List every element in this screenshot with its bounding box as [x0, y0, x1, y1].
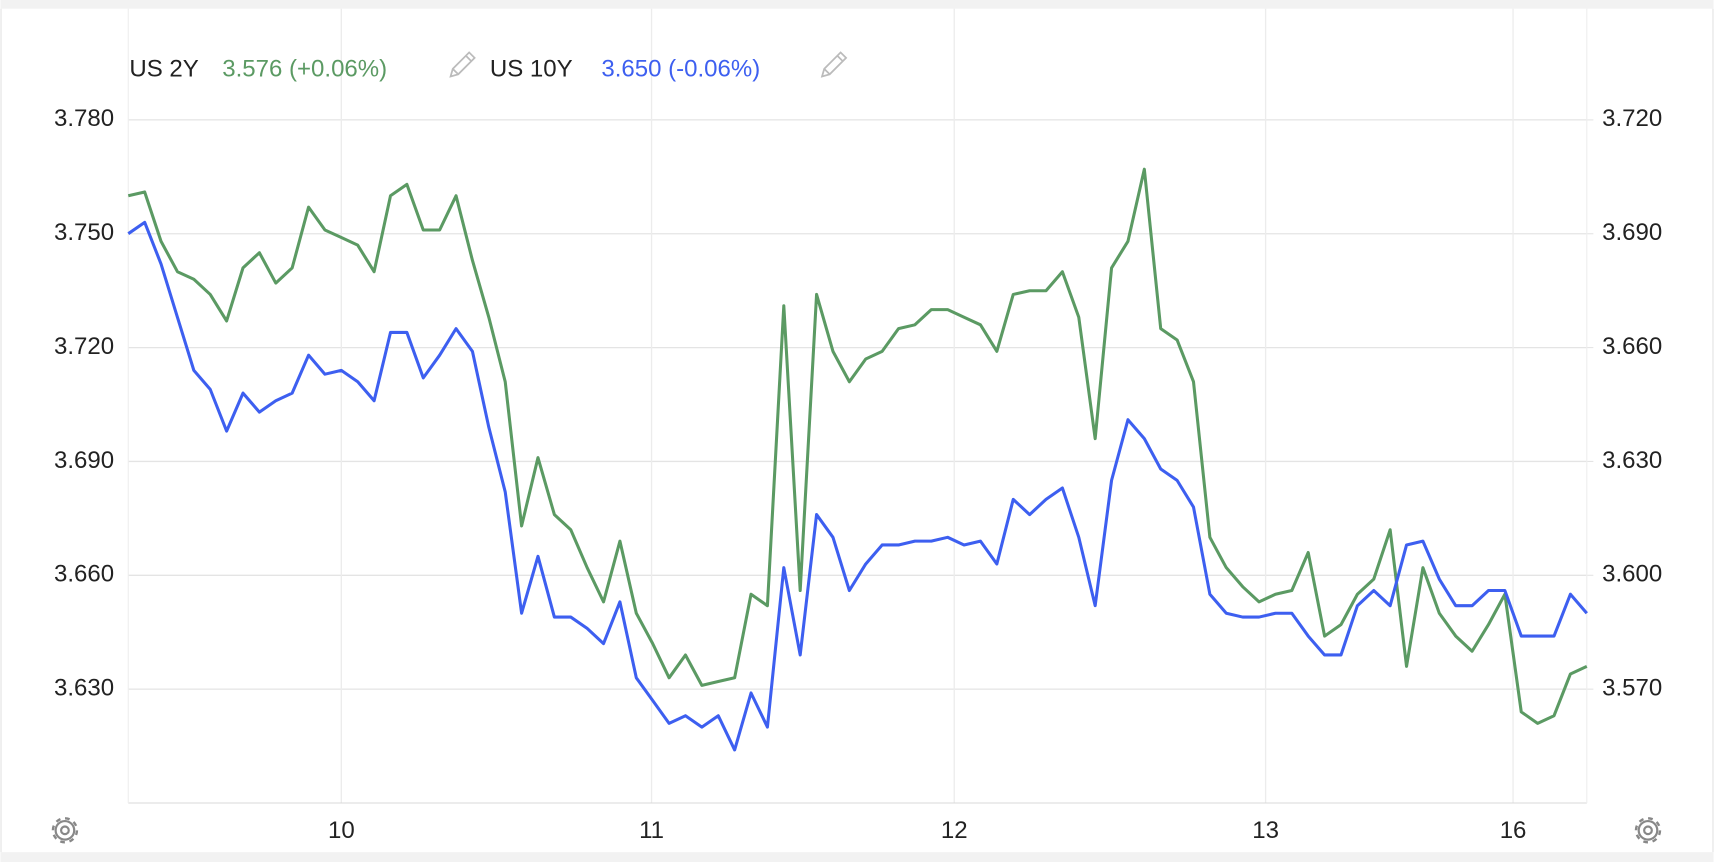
y-tick-label: 3.720	[54, 333, 114, 360]
legend-value: 3.576 (+0.06%)	[222, 55, 387, 82]
y2-tick-label: 3.720	[1602, 105, 1662, 132]
y2-tick-label: 3.690	[1602, 219, 1662, 246]
y-tick-label: 3.780	[54, 105, 114, 132]
y2-tick-label: 3.600	[1602, 561, 1662, 588]
grid	[128, 8, 1594, 804]
series-line	[127, 220, 1588, 752]
y-tick-label: 3.690	[54, 447, 114, 474]
y2-tick-label: 3.630	[1602, 447, 1662, 474]
y-tick-label: 3.630	[54, 674, 114, 701]
x-tick-label: 13	[1252, 817, 1279, 844]
x-tick-label: 10	[328, 817, 355, 844]
legend-name: US 2Y	[129, 55, 198, 82]
legend: US 2Y 3.576 (+0.06%) US 10Y 3.650 (-0.06…	[129, 51, 848, 82]
edit-icon[interactable]	[820, 51, 848, 78]
lines	[127, 167, 1588, 752]
y-tick-label: 3.660	[54, 561, 114, 588]
y2-tick-label: 3.570	[1602, 674, 1662, 701]
y2-tick-label: 3.660	[1602, 333, 1662, 360]
settings-icon[interactable]	[1634, 817, 1662, 844]
settings-icon[interactable]	[51, 817, 79, 844]
labels: 3.780 3.750 3.720 3.690 3.660 3.630 3.720 3.690…	[54, 105, 1662, 844]
y-tick-label: 3.750	[54, 219, 114, 246]
x-tick-label: 16	[1500, 817, 1527, 844]
top-band	[0, 0, 1714, 9]
bottom-band	[0, 852, 1714, 862]
x-tick-label: 11	[639, 817, 664, 844]
legend-value: 3.650 (-0.06%)	[601, 55, 760, 82]
edit-icon[interactable]	[449, 51, 476, 78]
x-tick-label: 12	[941, 817, 968, 844]
series-line	[127, 167, 1588, 725]
legend-name: US 10Y	[490, 55, 573, 82]
